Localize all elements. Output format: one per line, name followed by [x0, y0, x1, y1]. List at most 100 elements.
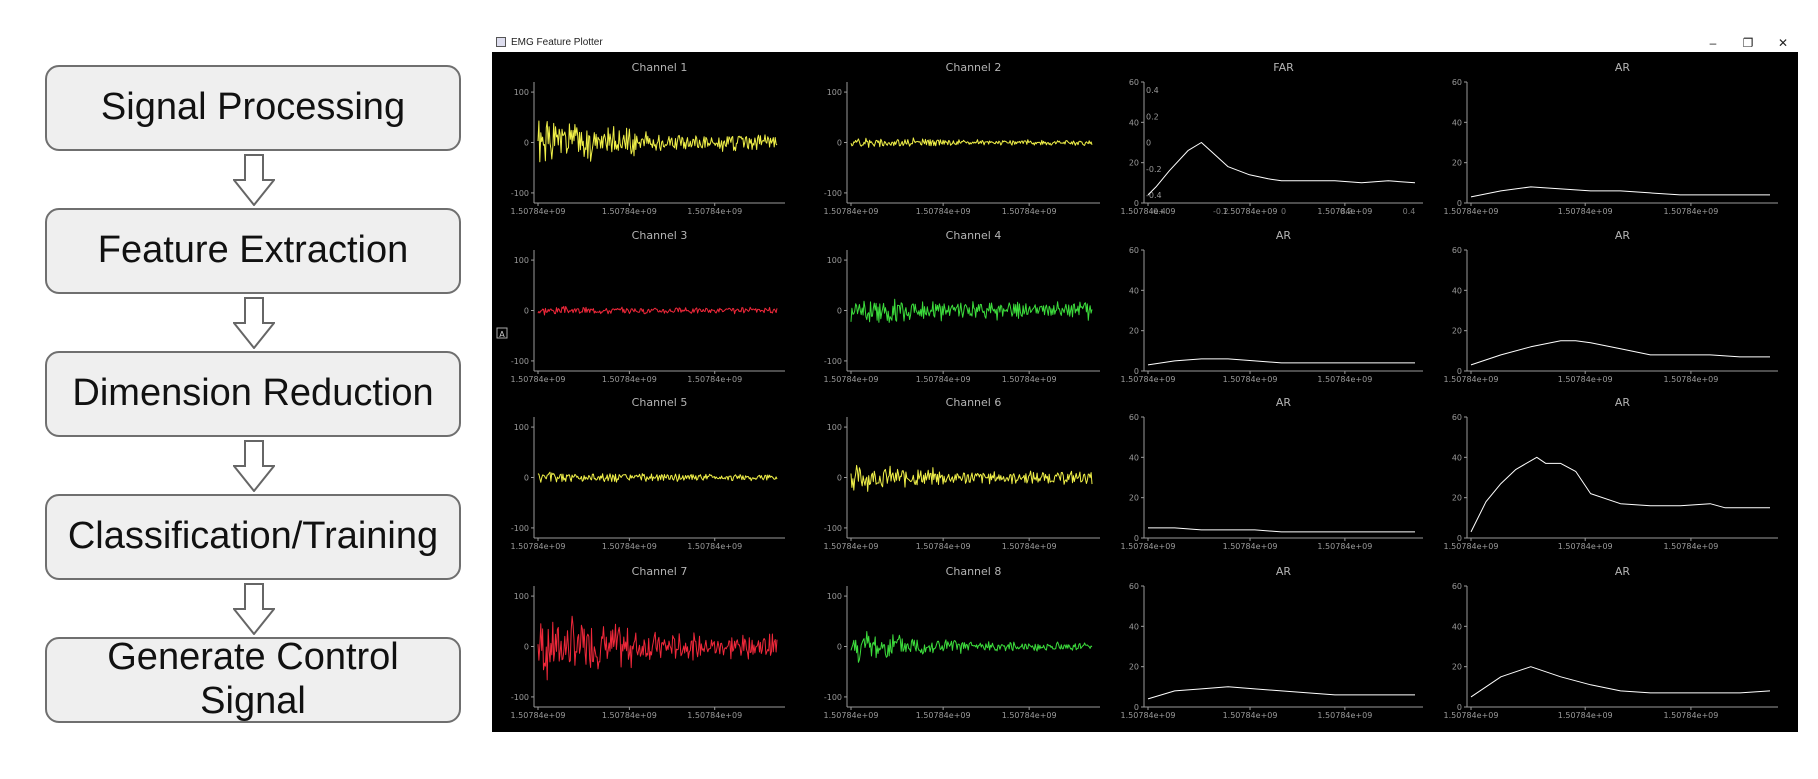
- x-tick-label: 1.50784e+09: [1002, 542, 1057, 551]
- y-tick-label: 40: [1129, 622, 1139, 631]
- plot-title: AR: [1276, 565, 1292, 578]
- x-tick-label: 1.50784e+09: [602, 711, 657, 720]
- plots-canvas: Channel 1 100 0 -100 1.50784e+09 1.50784e+09 1…: [496, 61, 1778, 720]
- y-tick-label: -100: [824, 693, 842, 702]
- overlay-x-tick-label: -0.4: [1150, 207, 1166, 216]
- y-tick-label: 60: [1129, 78, 1139, 87]
- plot-title: Channel 7: [632, 565, 688, 578]
- y-tick-label: 20: [1129, 494, 1139, 503]
- y-tick-label: -100: [511, 357, 529, 366]
- x-tick-label: 1.50784e+09: [1444, 207, 1499, 216]
- plot-title: FAR: [1273, 61, 1294, 74]
- y-tick-label: 0: [524, 643, 529, 652]
- flow-step-2: Feature Extraction: [45, 208, 461, 294]
- close-button[interactable]: ✕: [1777, 36, 1789, 50]
- y-tick-label: 100: [514, 592, 529, 601]
- window-app-icon: [496, 37, 506, 47]
- restore-button[interactable]: ❐: [1742, 36, 1754, 50]
- y-tick-label: 40: [1129, 453, 1139, 462]
- x-tick-label: 1.50784e+09: [916, 207, 971, 216]
- flow-arrow-icon: [233, 297, 275, 349]
- overlay-y-tick-label: -0.2: [1146, 165, 1162, 174]
- x-tick-label: 1.50784e+09: [916, 542, 971, 551]
- x-tick-label: 1.50784e+09: [1223, 542, 1278, 551]
- overlay-x-tick-label: 0.4: [1403, 207, 1416, 216]
- series-line: [850, 298, 1093, 323]
- plot-grid: Channel 1 100 0 -100 1.50784e+09 1.50784e+09 1…: [492, 52, 1798, 732]
- y-tick-label: 100: [514, 256, 529, 265]
- overlay-y-tick-label: 0.4: [1146, 86, 1159, 95]
- x-tick-label: 1.50784e+09: [511, 542, 566, 551]
- y-tick-label: 0: [1134, 367, 1139, 376]
- x-tick-label: 1.50784e+09: [1121, 375, 1176, 384]
- window-titlebar[interactable]: EMG Feature Plotter – ❐ ✕: [492, 34, 1798, 52]
- y-tick-label: 20: [1129, 663, 1139, 672]
- x-tick-label: 1.50784e+09: [1121, 711, 1176, 720]
- x-tick-label: 1.50784e+09: [687, 711, 742, 720]
- y-tick-label: 0: [524, 139, 529, 148]
- x-tick-label: 1.50784e+09: [824, 375, 879, 384]
- y-tick-label: 60: [1452, 413, 1462, 422]
- y-tick-label: 0: [524, 474, 529, 483]
- y-tick-label: 0: [837, 643, 842, 652]
- y-tick-label: 0: [1134, 703, 1139, 712]
- y-tick-label: 40: [1452, 622, 1462, 631]
- plot-title: AR: [1615, 396, 1631, 409]
- series-line: [1147, 686, 1415, 700]
- plot-panel-5: Channel 3 100 0 -100 1.50784e+09 1.50784e+09 1…: [511, 229, 785, 384]
- plot-title: AR: [1615, 229, 1631, 242]
- plot-title: AR: [1615, 565, 1631, 578]
- y-tick-label: 60: [1452, 78, 1462, 87]
- y-tick-label: 0: [1457, 703, 1462, 712]
- y-tick-label: 40: [1129, 286, 1139, 295]
- plot-title: Channel 3: [632, 229, 688, 242]
- plot-title: AR: [1276, 396, 1292, 409]
- x-tick-label: 1.50784e+09: [824, 711, 879, 720]
- x-tick-label: 1.50784e+09: [602, 375, 657, 384]
- window-title: EMG Feature Plotter: [511, 37, 603, 48]
- y-tick-label: 60: [1129, 246, 1139, 255]
- series-line: [537, 120, 778, 163]
- y-tick-label: 20: [1452, 159, 1462, 168]
- overlay-y-tick-label: -0.4: [1146, 191, 1162, 200]
- flow-step-4: Classification/Training: [45, 494, 461, 580]
- x-tick-label: 1.50784e+09: [602, 207, 657, 216]
- x-tick-label: 1.50784e+09: [1002, 711, 1057, 720]
- series-line: [1470, 456, 1770, 533]
- y-tick-label: 60: [1452, 582, 1462, 591]
- y-tick-label: 40: [1452, 286, 1462, 295]
- x-tick-label: 1.50784e+09: [1444, 711, 1499, 720]
- y-tick-label: 20: [1129, 327, 1139, 336]
- plot-title: AR: [1615, 61, 1631, 74]
- svg-text:A: A: [499, 330, 505, 339]
- x-tick-label: 1.50784e+09: [602, 542, 657, 551]
- x-tick-label: 1.50784e+09: [1663, 207, 1718, 216]
- y-tick-label: -100: [511, 524, 529, 533]
- plot-title: Channel 4: [946, 229, 1002, 242]
- x-tick-label: 1.50784e+09: [1002, 207, 1057, 216]
- y-tick-label: -100: [824, 189, 842, 198]
- y-tick-label: 100: [514, 423, 529, 432]
- y-tick-label: 20: [1452, 663, 1462, 672]
- x-tick-label: 1.50784e+09: [1663, 711, 1718, 720]
- overlay-x-tick-label: -0.2: [1213, 207, 1229, 216]
- x-tick-label: 1.50784e+09: [1317, 207, 1372, 216]
- y-tick-label: 20: [1452, 494, 1462, 503]
- minimize-button[interactable]: –: [1709, 36, 1717, 50]
- overlay-x-tick-label: 0.2: [1340, 207, 1353, 216]
- series-line: [1147, 142, 1416, 196]
- y-tick-label: 0: [1134, 199, 1139, 208]
- y-tick-label: -100: [824, 524, 842, 533]
- y-tick-label: 0: [837, 474, 842, 483]
- x-tick-label: 1.50784e+09: [1663, 375, 1718, 384]
- series-line: [537, 471, 778, 483]
- x-tick-label: 1.50784e+09: [511, 711, 566, 720]
- y-tick-label: -100: [824, 357, 842, 366]
